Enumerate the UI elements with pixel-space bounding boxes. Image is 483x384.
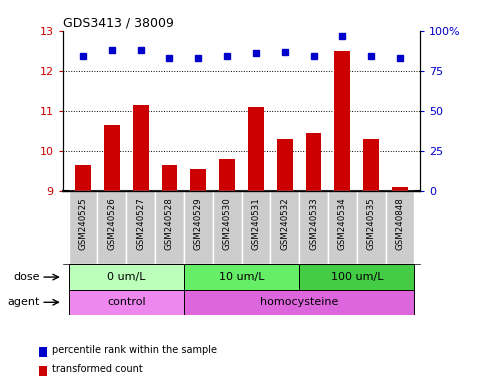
Text: GSM240528: GSM240528 [165, 197, 174, 250]
Text: GSM240526: GSM240526 [107, 197, 116, 250]
Bar [306, 133, 322, 191]
Text: GSM240530: GSM240530 [223, 197, 231, 250]
Bar [126, 191, 155, 265]
Text: GSM240529: GSM240529 [194, 197, 203, 250]
Bar [161, 165, 177, 191]
Bar [363, 139, 379, 191]
Text: agent: agent [7, 297, 40, 307]
Text: GSM240525: GSM240525 [78, 197, 87, 250]
Text: GSM240532: GSM240532 [280, 197, 289, 250]
Bar [392, 187, 408, 191]
Text: GSM240535: GSM240535 [367, 197, 376, 250]
Text: GDS3413 / 38009: GDS3413 / 38009 [63, 17, 174, 30]
Text: GSM240533: GSM240533 [309, 197, 318, 250]
Bar [184, 265, 299, 290]
Bar [69, 191, 98, 265]
Bar [334, 51, 350, 191]
Text: GSM240531: GSM240531 [252, 197, 260, 250]
Bar [104, 125, 120, 191]
Bar [248, 107, 264, 191]
Text: percentile rank within the sample: percentile rank within the sample [52, 345, 217, 355]
Text: transformed count: transformed count [52, 364, 143, 374]
Text: 10 um/L: 10 um/L [219, 272, 264, 282]
Bar [69, 290, 184, 315]
Text: 0 um/L: 0 um/L [107, 272, 145, 282]
Text: GSM240534: GSM240534 [338, 197, 347, 250]
Bar [69, 265, 184, 290]
Bar [357, 191, 385, 265]
Bar [213, 191, 242, 265]
Text: 100 um/L: 100 um/L [330, 272, 383, 282]
Bar [133, 105, 149, 191]
Bar [299, 265, 414, 290]
Bar [385, 191, 414, 265]
Bar [98, 191, 126, 265]
Bar [299, 191, 328, 265]
Bar [184, 191, 213, 265]
Text: dose: dose [13, 272, 40, 282]
Bar [277, 139, 293, 191]
Text: GSM240848: GSM240848 [396, 197, 405, 250]
Text: control: control [107, 297, 145, 307]
Bar [242, 191, 270, 265]
Bar [184, 290, 414, 315]
Bar [270, 191, 299, 265]
Bar [190, 169, 206, 191]
Bar [155, 191, 184, 265]
Bar [219, 159, 235, 191]
Text: homocysteine: homocysteine [260, 297, 338, 307]
Text: GSM240527: GSM240527 [136, 197, 145, 250]
Bar [75, 165, 91, 191]
Bar [328, 191, 357, 265]
